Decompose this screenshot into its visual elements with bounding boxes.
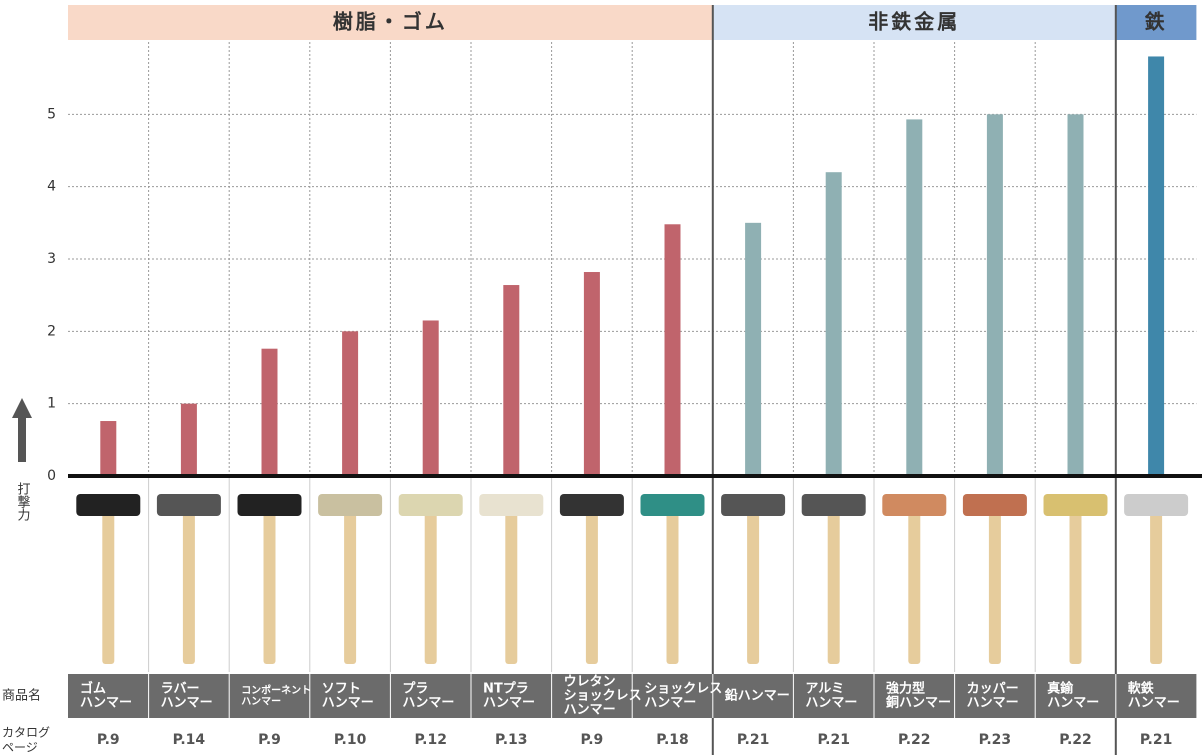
y-tick-label: 2 bbox=[47, 323, 56, 339]
hammer-head bbox=[1044, 494, 1108, 516]
x-tick-label: ハンマー bbox=[322, 696, 374, 711]
bar bbox=[987, 114, 1003, 476]
x-tick-label: カッパー bbox=[967, 682, 1019, 697]
x-tick-label: ショックレス bbox=[564, 689, 642, 704]
hammer-handle bbox=[1150, 512, 1162, 664]
catalog-page: P.22 bbox=[1059, 732, 1092, 748]
bar bbox=[826, 172, 842, 476]
catalog-page: P.10 bbox=[334, 732, 367, 748]
catalog-page: P.9 bbox=[258, 732, 281, 748]
y-tick-label: 5 bbox=[47, 106, 56, 122]
x-tick-label: ハンマー bbox=[967, 696, 1019, 711]
y-axis-arrow bbox=[12, 398, 32, 462]
x-tick-label: ハンマー bbox=[80, 696, 132, 711]
x-tick-label: ハンマー bbox=[564, 703, 616, 718]
chart: 012345樹脂・ゴム非鉄金属鉄ゴムハンマーP.9ラバーハンマーP.14コンポー… bbox=[0, 0, 1202, 755]
catalog-page: P.12 bbox=[414, 732, 447, 748]
catalog-page: P.14 bbox=[173, 732, 206, 748]
bar bbox=[906, 119, 922, 476]
x-tick-label: ハンマー bbox=[1047, 696, 1099, 711]
x-tick-label: ハンマー bbox=[805, 696, 857, 711]
group-header-label: 鉄 bbox=[1145, 10, 1168, 34]
x-tick-label: ハンマー bbox=[483, 696, 535, 711]
x-tick-label: ハンマー bbox=[402, 696, 454, 711]
x-tick-label: ゴム bbox=[80, 681, 106, 697]
x-tick-label: 軟鉄 bbox=[1128, 681, 1154, 697]
row-label: カタログ bbox=[2, 726, 50, 740]
bar bbox=[665, 224, 681, 476]
x-tick-label: ラバー bbox=[161, 682, 200, 697]
x-tick-label: ハンマー bbox=[1128, 696, 1180, 711]
hammer-handle bbox=[989, 512, 1001, 664]
hammer-handle bbox=[102, 512, 114, 664]
x-tick-label: プラ bbox=[402, 682, 428, 697]
hammer-head bbox=[560, 494, 624, 516]
catalog-page: P.21 bbox=[1140, 732, 1173, 748]
hammer-handle bbox=[264, 512, 276, 664]
x-tick-label: 銅ハンマー bbox=[886, 695, 951, 711]
hammer-head bbox=[882, 494, 946, 516]
bar bbox=[423, 320, 439, 476]
hammer-handle bbox=[667, 512, 679, 664]
hammer-handle bbox=[747, 512, 759, 664]
x-tick-label: コンポーネント bbox=[241, 684, 311, 697]
row-label: ページ bbox=[2, 741, 38, 755]
hammer-head bbox=[238, 494, 302, 516]
x-tick-label: ハンマー bbox=[241, 697, 281, 708]
bar bbox=[1148, 56, 1164, 476]
x-tick-label: 強力型 bbox=[886, 681, 925, 697]
y-tick-label: 1 bbox=[47, 396, 56, 412]
x-tick-label: ウレタン bbox=[564, 675, 616, 690]
x-tick-label: 鉛ハンマー bbox=[725, 688, 790, 704]
hammer-head bbox=[802, 494, 866, 516]
hammer-head bbox=[479, 494, 543, 516]
group-header-label: 非鉄金属 bbox=[868, 10, 960, 34]
catalog-page: P.21 bbox=[817, 732, 850, 748]
hammer-handle bbox=[828, 512, 840, 664]
hammer-head bbox=[318, 494, 382, 516]
x-tick-label: ハンマー bbox=[644, 696, 696, 711]
x-tick-label: アルミ bbox=[805, 682, 844, 697]
bar bbox=[100, 421, 116, 476]
x-tick-label: ショックレス bbox=[644, 682, 722, 697]
bar bbox=[342, 331, 358, 476]
hammer-handle bbox=[425, 512, 437, 664]
hammer-head bbox=[157, 494, 221, 516]
y-axis-label: 打撃力 bbox=[15, 482, 31, 522]
hammer-head bbox=[721, 494, 785, 516]
hammer-head bbox=[399, 494, 463, 516]
hammer-head bbox=[641, 494, 705, 516]
y-tick-label: 0 bbox=[47, 468, 56, 484]
bar bbox=[181, 404, 197, 476]
catalog-page: P.9 bbox=[581, 732, 604, 748]
hammer-handle bbox=[1070, 512, 1082, 664]
catalog-page: P.23 bbox=[979, 732, 1012, 748]
x-tick-label: 真鍮 bbox=[1047, 681, 1074, 697]
hammer-head bbox=[1124, 494, 1188, 516]
bar bbox=[503, 285, 519, 476]
hammer-head bbox=[963, 494, 1027, 516]
bar bbox=[584, 272, 600, 476]
hammer-handle bbox=[908, 512, 920, 664]
x-tick-label: ハンマー bbox=[161, 696, 213, 711]
bar bbox=[262, 349, 278, 476]
row-label: 商品名 bbox=[2, 688, 41, 704]
hammer-handle bbox=[344, 512, 356, 664]
hammer-handle bbox=[586, 512, 598, 664]
catalog-page: P.13 bbox=[495, 732, 528, 748]
hammer-handle bbox=[505, 512, 517, 664]
catalog-page: P.18 bbox=[656, 732, 689, 748]
bar bbox=[1068, 114, 1084, 476]
group-header-label: 樹脂・ゴム bbox=[333, 10, 448, 34]
hammer-head bbox=[76, 494, 140, 516]
y-tick-label: 3 bbox=[47, 251, 56, 267]
x-tick-label: NTプラ bbox=[483, 682, 529, 697]
y-tick-label: 4 bbox=[47, 179, 56, 195]
catalog-page: P.21 bbox=[737, 732, 770, 748]
catalog-page: P.9 bbox=[97, 732, 120, 748]
x-tick-label: ソフト bbox=[322, 682, 361, 697]
hammer-handle bbox=[183, 512, 195, 664]
bar bbox=[745, 223, 761, 476]
catalog-page: P.22 bbox=[898, 732, 931, 748]
